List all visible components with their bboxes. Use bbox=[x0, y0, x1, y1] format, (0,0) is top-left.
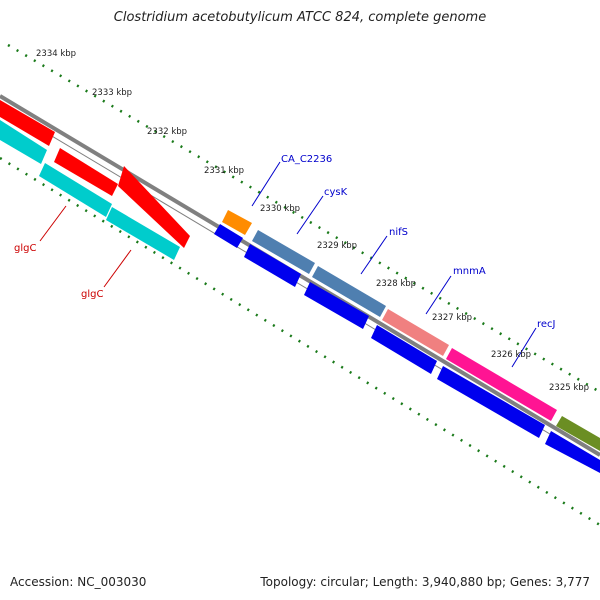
gene-cyan-3 bbox=[106, 207, 180, 260]
gene-label: mnmA bbox=[453, 266, 486, 277]
gene-cyan-1 bbox=[0, 120, 47, 164]
gene-label: recJ bbox=[537, 319, 556, 330]
gene-blue-5 bbox=[437, 366, 545, 438]
inner-dotted-ring bbox=[0, 156, 600, 527]
gene-glgC-1 bbox=[54, 148, 118, 196]
tick-label: 2330 kbp bbox=[260, 204, 300, 214]
tick-label: 2326 kbp bbox=[491, 350, 531, 360]
gene-blue-2 bbox=[244, 244, 301, 287]
outer-dotted-ring bbox=[7, 43, 600, 394]
gene-label: cysK bbox=[324, 187, 348, 198]
gene-cysK bbox=[252, 230, 315, 274]
gene-glgC-2 bbox=[118, 166, 190, 248]
gene-recJ bbox=[446, 348, 557, 421]
accession-label: Accession: NC_003030 bbox=[10, 575, 147, 589]
tick-label: 2325 kbp bbox=[549, 383, 589, 393]
gene-cyan-2 bbox=[39, 163, 112, 217]
tick-label: 2329 kbp bbox=[317, 241, 357, 251]
gene-label: glgC bbox=[81, 289, 103, 300]
gene-blue-4 bbox=[371, 325, 437, 374]
tick-label: 2332 kbp bbox=[147, 127, 187, 137]
gene-label: nifS bbox=[389, 227, 408, 238]
tick-label: 2333 kbp bbox=[92, 88, 132, 98]
tick-label: 2334 kbp bbox=[36, 49, 76, 59]
gene-CA_C2236 bbox=[222, 210, 252, 235]
gene-blue-3 bbox=[304, 282, 369, 329]
tick-label: 2327 kbp bbox=[432, 313, 472, 323]
gene-label: CA_C2236 bbox=[281, 154, 332, 165]
genome-summary: Topology: circular; Length: 3,940,880 bp… bbox=[260, 575, 590, 589]
gene-blue-6 bbox=[545, 431, 600, 473]
gene-mnmA bbox=[382, 309, 449, 356]
gene-nifS bbox=[312, 266, 386, 317]
tick-label: 2328 kbp bbox=[376, 279, 416, 289]
gene-label: glgC bbox=[14, 243, 36, 254]
gene-blue-1 bbox=[214, 224, 243, 248]
tick-label: 2331 kbp bbox=[204, 166, 244, 176]
gene-red-top bbox=[0, 100, 55, 146]
gene-olive bbox=[556, 416, 600, 451]
map-title: Clostridium acetobutylicum ATCC 824, com… bbox=[113, 10, 487, 25]
